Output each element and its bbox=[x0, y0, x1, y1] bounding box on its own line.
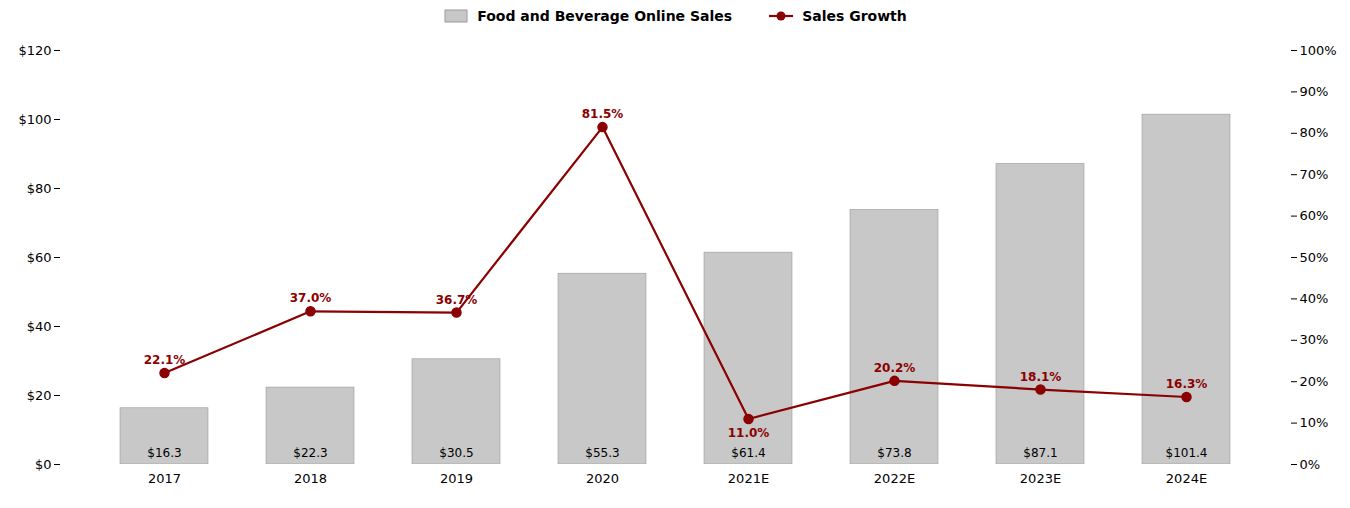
svg-text:37.0%: 37.0% bbox=[290, 291, 332, 305]
svg-text:2021E: 2021E bbox=[728, 471, 769, 486]
svg-text:11.0%: 11.0% bbox=[728, 426, 770, 440]
svg-text:$30.5: $30.5 bbox=[439, 446, 473, 460]
svg-text:70%: 70% bbox=[1300, 167, 1329, 182]
svg-text:16.3%: 16.3% bbox=[1166, 377, 1208, 391]
svg-text:22.1%: 22.1% bbox=[144, 353, 186, 367]
svg-text:$100: $100 bbox=[18, 112, 51, 127]
html-text:Sales Growth: Sales Growth bbox=[802, 8, 907, 24]
svg-text:100%: 100% bbox=[1300, 43, 1337, 58]
svg-text:18.1%: 18.1% bbox=[1020, 370, 1062, 384]
svg-text:80%: 80% bbox=[1300, 125, 1329, 140]
svg-text:$120: $120 bbox=[18, 43, 51, 58]
svg-text:2019: 2019 bbox=[440, 471, 473, 486]
svg-text:$40: $40 bbox=[27, 319, 52, 334]
svg-text:0%: 0% bbox=[1300, 457, 1321, 472]
svg-text:$16.3: $16.3 bbox=[147, 446, 181, 460]
svg-text:2020: 2020 bbox=[586, 471, 619, 486]
svg-text:$55.3: $55.3 bbox=[585, 446, 619, 460]
svg-text:$60: $60 bbox=[27, 250, 52, 265]
svg-text:20.2%: 20.2% bbox=[874, 361, 916, 375]
svg-text:10%: 10% bbox=[1300, 415, 1329, 430]
svg-text:36.7%: 36.7% bbox=[436, 293, 478, 307]
svg-text:$87.1: $87.1 bbox=[1023, 446, 1057, 460]
svg-text:$61.4: $61.4 bbox=[731, 446, 765, 460]
svg-text:2024E: 2024E bbox=[1166, 471, 1207, 486]
svg-text:60%: 60% bbox=[1300, 208, 1329, 223]
svg-text:$20: $20 bbox=[27, 388, 52, 403]
svg-text:2018: 2018 bbox=[294, 471, 327, 486]
svg-text:$22.3: $22.3 bbox=[293, 446, 327, 460]
svg-text:$0: $0 bbox=[35, 457, 52, 472]
svg-text:90%: 90% bbox=[1300, 84, 1329, 99]
svg-text:81.5%: 81.5% bbox=[582, 107, 624, 121]
svg-text:20%: 20% bbox=[1300, 374, 1329, 389]
svg-text:30%: 30% bbox=[1300, 332, 1329, 347]
svg-text:2023E: 2023E bbox=[1020, 471, 1061, 486]
svg-text:2022E: 2022E bbox=[874, 471, 915, 486]
svg-text:$80: $80 bbox=[27, 181, 52, 196]
svg-text:50%: 50% bbox=[1300, 250, 1329, 265]
svg-text:$101.4: $101.4 bbox=[1166, 446, 1208, 460]
svg-text:2017: 2017 bbox=[148, 471, 181, 486]
svg-text:40%: 40% bbox=[1300, 291, 1329, 306]
html-text:Food and Beverage Online Sales: Food and Beverage Online Sales bbox=[477, 8, 733, 24]
svg-text:$73.8: $73.8 bbox=[877, 446, 911, 460]
